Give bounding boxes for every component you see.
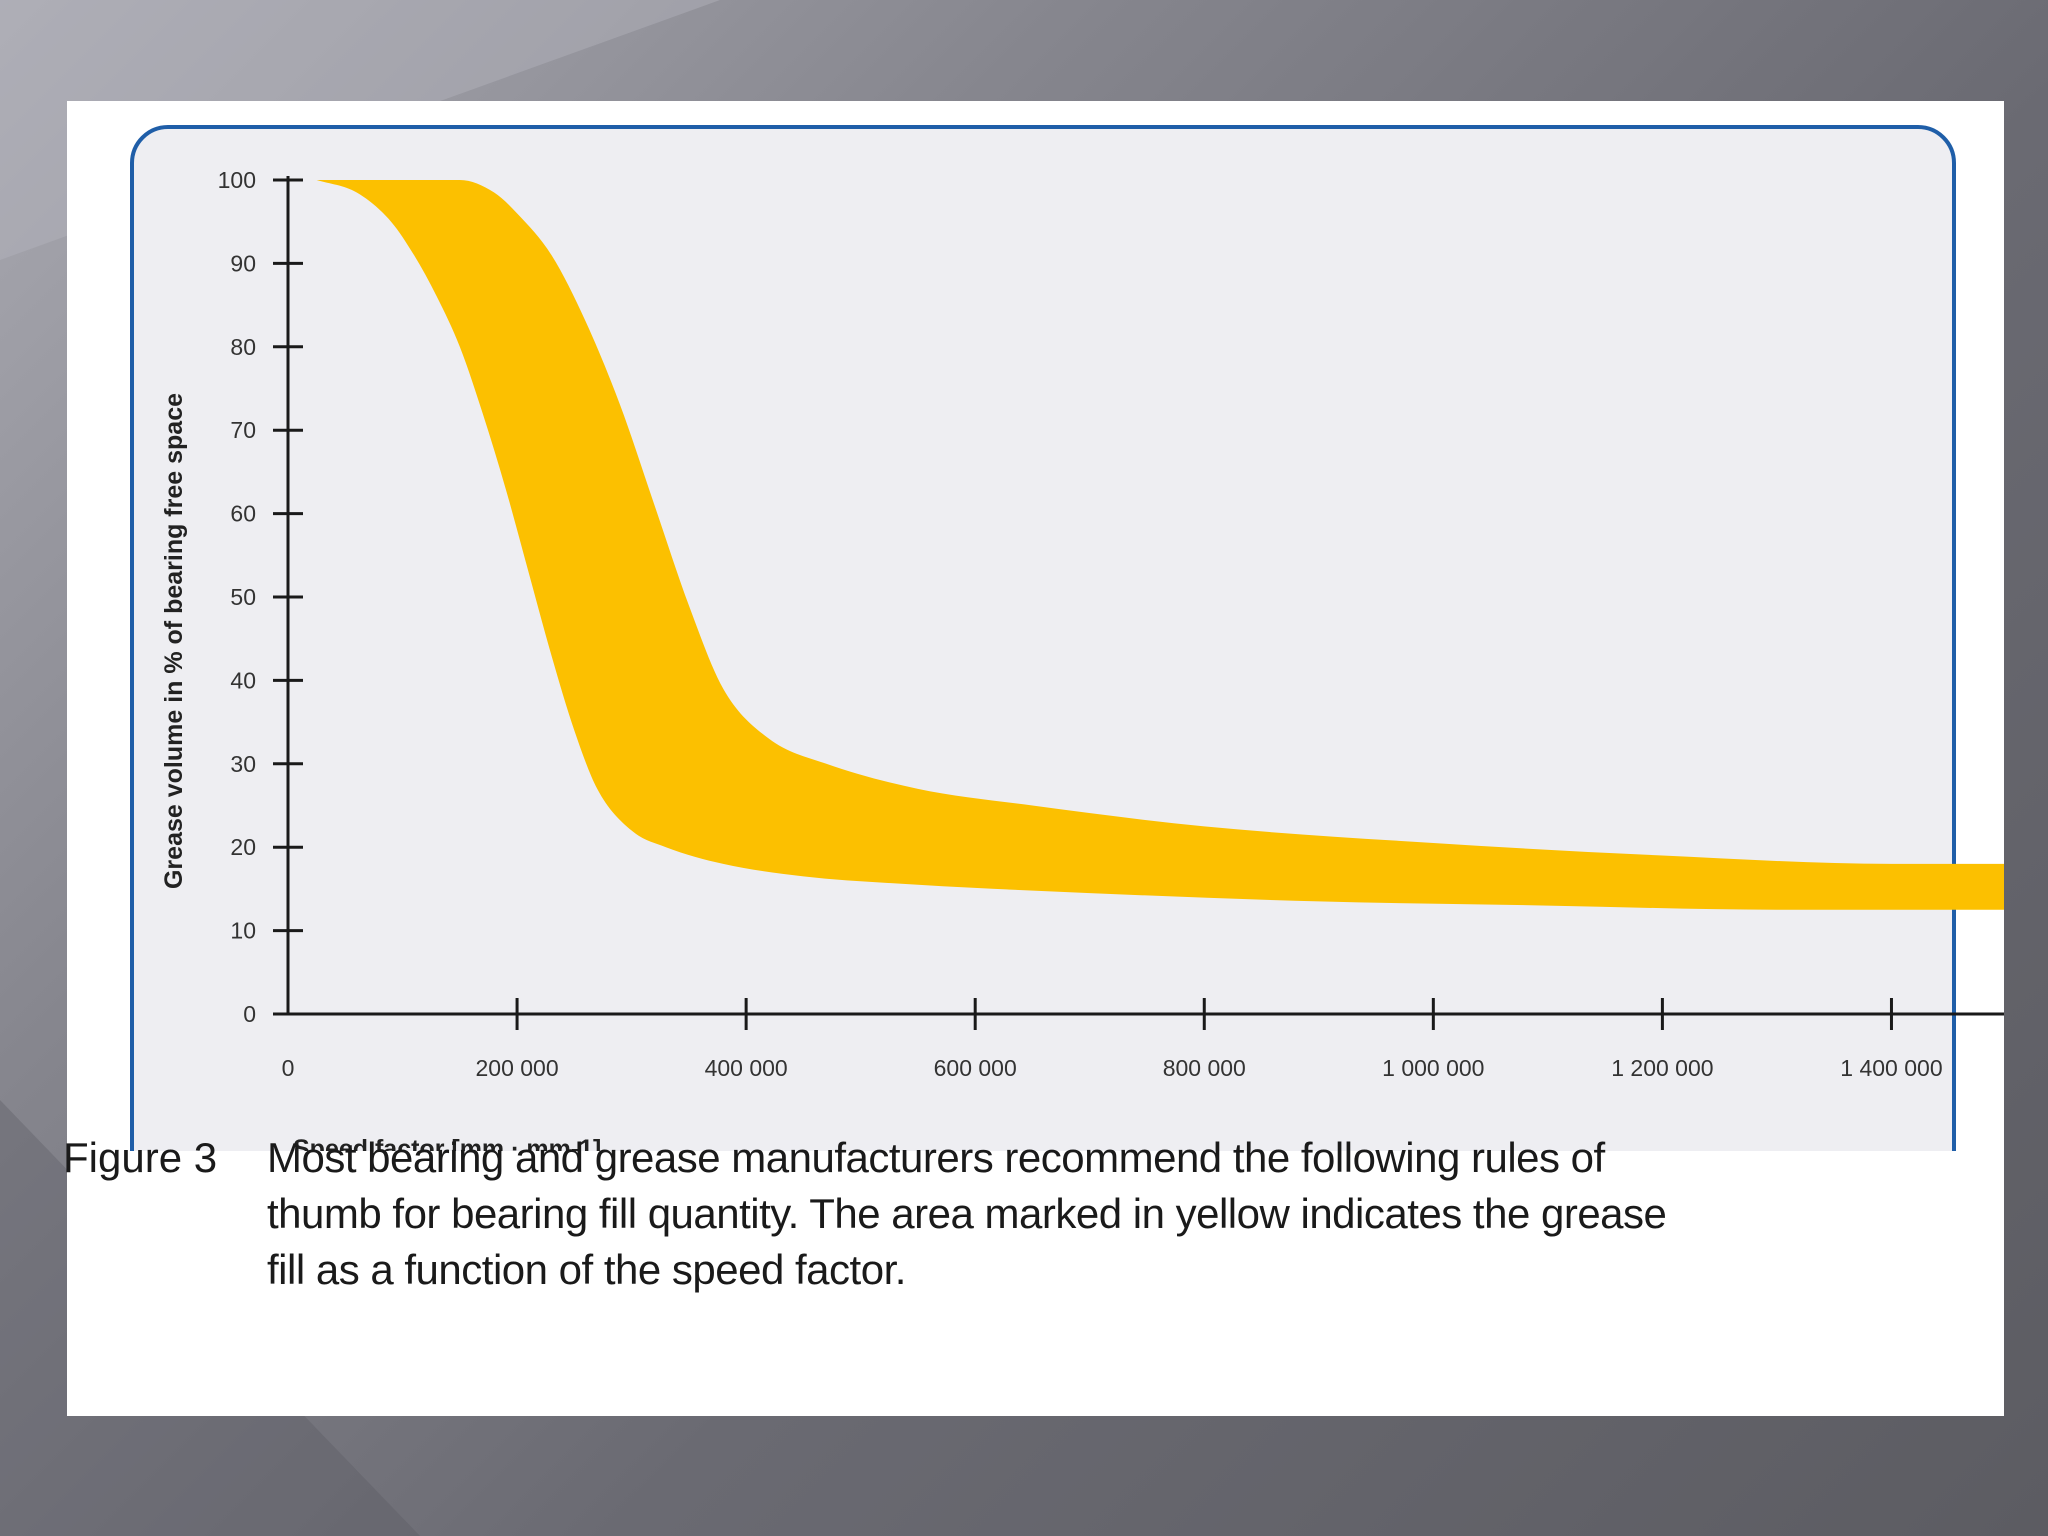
x-tick-label: 1 400 000: [1840, 1055, 1942, 1081]
figure-caption-text: Most bearing and grease manufacturers re…: [267, 1134, 1667, 1293]
y-tick-label: 50: [230, 584, 256, 610]
y-tick-label: 30: [230, 751, 256, 777]
y-tick-label: 100: [218, 167, 256, 193]
y-tick-label: 90: [230, 250, 256, 276]
x-tick-label: 1 200 000: [1611, 1055, 1713, 1081]
chart-frame: [130, 125, 1956, 1151]
y-tick-label: 20: [230, 834, 256, 860]
y-tick-label: 40: [230, 667, 256, 693]
y-tick-label: 60: [230, 501, 256, 527]
x-tick-label: 800 000: [1163, 1055, 1246, 1081]
grease-fill-band: [316, 180, 2004, 910]
x-tick-label: 1 000 000: [1382, 1055, 1484, 1081]
x-tick-label: 600 000: [934, 1055, 1017, 1081]
axes: 0 10 20 30 40 50 60 70 80 90 100 0 200 000 400 000 600…: [218, 167, 2004, 1081]
y-tick-label: 0: [243, 1001, 256, 1027]
x-tick-label: 400 000: [705, 1055, 788, 1081]
y-tick-label: 10: [230, 918, 256, 944]
figure-label: Figure 3: [63, 1134, 218, 1181]
x-axis-title: Speed factor [mm · mm-1]: [293, 1135, 601, 1151]
x-tick-label: 0: [282, 1055, 295, 1081]
x-tick-label: 200 000: [475, 1055, 558, 1081]
y-tick-label: 80: [230, 334, 256, 360]
y-axis-title: Grease volume in % of bearing free space: [160, 393, 188, 889]
y-tick-label: 70: [230, 417, 256, 443]
figure-panel: 0 10 20 30 40 50 60 70 80 90 100 0 200 000 400 000 600…: [67, 101, 2004, 1416]
chart: 0 10 20 30 40 50 60 70 80 90 100 0 200 000 400 000 600…: [130, 125, 2004, 1151]
